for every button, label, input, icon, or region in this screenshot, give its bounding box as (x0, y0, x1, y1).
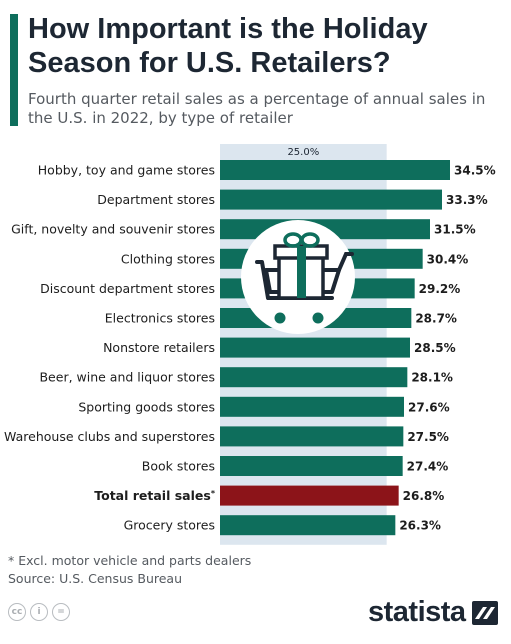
category-label: Grocery stores (124, 518, 215, 533)
bar (220, 189, 442, 210)
chart-title: How Important is the Holiday Season for … (28, 13, 428, 79)
value-label: 27.4% (407, 460, 449, 474)
statista-brand[interactable]: statista (368, 596, 498, 629)
category-label: Warehouse clubs and superstores (4, 429, 215, 444)
bar (220, 396, 404, 417)
category-label: Sporting goods stores (78, 399, 215, 414)
bar-chart: 25.0% Hobby, toy and game stores 34.5% Depa… (4, 144, 496, 545)
brand-name: statista (368, 596, 466, 628)
category-label: Electronics stores (105, 311, 215, 326)
bar (220, 456, 403, 476)
bar (220, 426, 404, 447)
category-label: Gift, novelty and souvenir stores (11, 222, 215, 237)
license-icons: cc i = (8, 603, 70, 621)
source-note: Source: U.S. Census Bureau (8, 571, 183, 586)
value-label: 28.7% (415, 312, 457, 326)
value-label: 33.3% (446, 193, 488, 207)
category-label: Total retail sales* (94, 488, 216, 503)
value-label: 29.2% (419, 282, 461, 296)
value-label: 27.6% (408, 400, 450, 414)
value-label: 31.5% (434, 223, 476, 237)
value-label: 26.8% (403, 489, 445, 503)
category-label: Discount department stores (40, 281, 215, 296)
cc-icon[interactable]: cc (8, 603, 26, 621)
shopping-cart-gift-icon (241, 220, 355, 334)
bar (220, 337, 410, 358)
statista-logo-icon (471, 600, 498, 625)
reference-label: 25.0% (287, 147, 319, 158)
value-label: 30.4% (427, 252, 469, 266)
bar (220, 515, 396, 536)
title-accent-bar (10, 14, 18, 126)
value-label: 28.1% (411, 371, 453, 385)
bar (220, 485, 399, 506)
category-label: Nonstore retailers (103, 340, 215, 355)
footnote: * Excl. motor vehicle and parts dealers (8, 553, 252, 568)
value-label: 28.5% (414, 341, 456, 355)
bar (220, 160, 450, 180)
value-label: 26.3% (399, 519, 441, 533)
chart-subtitle: Fourth quarter retail sales as a percent… (28, 90, 486, 127)
nd-icon[interactable]: = (52, 603, 70, 621)
footnote-marker: * (211, 489, 216, 498)
category-label: Department stores (97, 192, 215, 207)
value-label: 34.5% (454, 164, 496, 178)
category-label: Book stores (142, 459, 215, 474)
category-label: Beer, wine and liquor stores (39, 370, 215, 385)
by-icon[interactable]: i (30, 603, 48, 621)
category-label: Clothing stores (121, 251, 215, 266)
value-label: 27.5% (407, 430, 449, 444)
category-label: Hobby, toy and game stores (38, 163, 215, 178)
bar (220, 367, 408, 388)
